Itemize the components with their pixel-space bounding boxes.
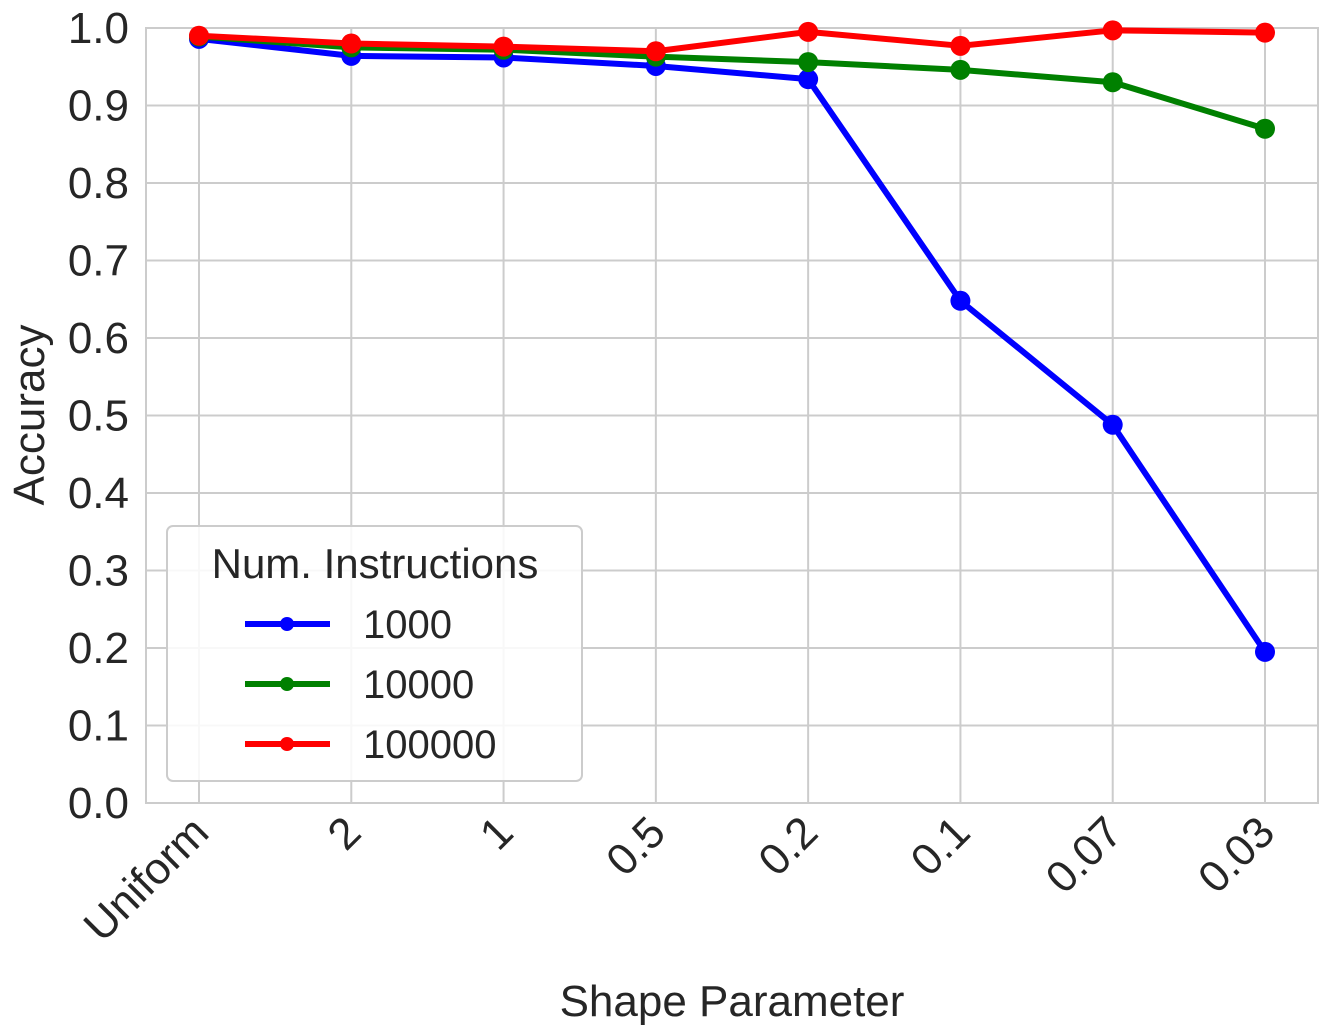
legend-entry: 1000 [245, 603, 452, 647]
legend-marker [280, 677, 294, 691]
data-point [1255, 118, 1275, 139]
y-tick-label: 0.1 [68, 702, 129, 751]
y-tick-label: 0.2 [68, 624, 129, 673]
legend-label: 10000 [363, 663, 474, 707]
x-tick-label: 0.2 [749, 807, 827, 885]
data-point [1102, 20, 1123, 41]
legend-label: 1000 [363, 603, 452, 647]
legend-entries: 1000 10000 100000 [245, 603, 496, 767]
data-point [493, 36, 514, 57]
legend-entry: 10000 [245, 663, 474, 707]
legend-marker [280, 617, 294, 631]
data-point [1255, 641, 1275, 662]
y-tick-label: 1.0 [68, 4, 129, 53]
x-tick-label: 0.5 [597, 807, 675, 885]
data-point [1102, 72, 1123, 93]
x-tick-label: Uniform [75, 807, 219, 951]
series-line [196, 27, 1268, 55]
y-tick-label: 0.9 [68, 82, 129, 131]
legend-label: 100000 [363, 723, 496, 767]
legend-marker [280, 737, 294, 751]
data-point [950, 290, 971, 311]
data-point [1102, 414, 1123, 435]
series-line [196, 35, 1268, 655]
x-tick-labels: Uniform 2 1 0.5 0.2 0.1 0.07 0.03 [75, 807, 1285, 951]
data-point [645, 41, 666, 62]
y-tick-labels: 0.0 0.1 0.2 0.3 0.4 0.5 0.6 0.7 0.8 0.9 1.0 [68, 4, 129, 828]
series-layer [189, 20, 1275, 662]
x-tick-label: 0.1 [902, 807, 980, 885]
x-axis-title: Shape Parameter [560, 977, 905, 1026]
legend-title: Num. Instructions [212, 540, 539, 587]
data-point [1255, 22, 1275, 43]
y-tick-label: 0.8 [68, 159, 129, 208]
y-tick-label: 0.3 [68, 547, 129, 596]
data-point [189, 25, 209, 46]
data-point [798, 69, 819, 90]
legend-box [166, 525, 583, 782]
data-point [798, 21, 819, 42]
y-tick-label: 0.4 [68, 469, 129, 518]
y-tick-label: 0.0 [68, 779, 129, 828]
x-tick-label: 2 [318, 807, 370, 859]
y-tick-label: 0.6 [68, 314, 129, 363]
data-point [341, 33, 362, 54]
y-axis-title: Accuracy [5, 325, 54, 506]
data-point [950, 35, 971, 56]
y-tick-label: 0.7 [68, 237, 129, 286]
x-tick-label: 1 [471, 807, 523, 859]
legend: Num. Instructions 1000 10000 100000 [166, 525, 583, 782]
y-tick-label: 0.5 [68, 392, 129, 441]
x-tick-label: 0.03 [1189, 807, 1284, 902]
series-line [196, 33, 1268, 132]
legend-entry: 100000 [245, 723, 496, 767]
data-point [798, 52, 819, 73]
x-tick-label: 0.07 [1037, 807, 1132, 902]
data-point [950, 59, 971, 80]
series-100000 [189, 20, 1275, 62]
